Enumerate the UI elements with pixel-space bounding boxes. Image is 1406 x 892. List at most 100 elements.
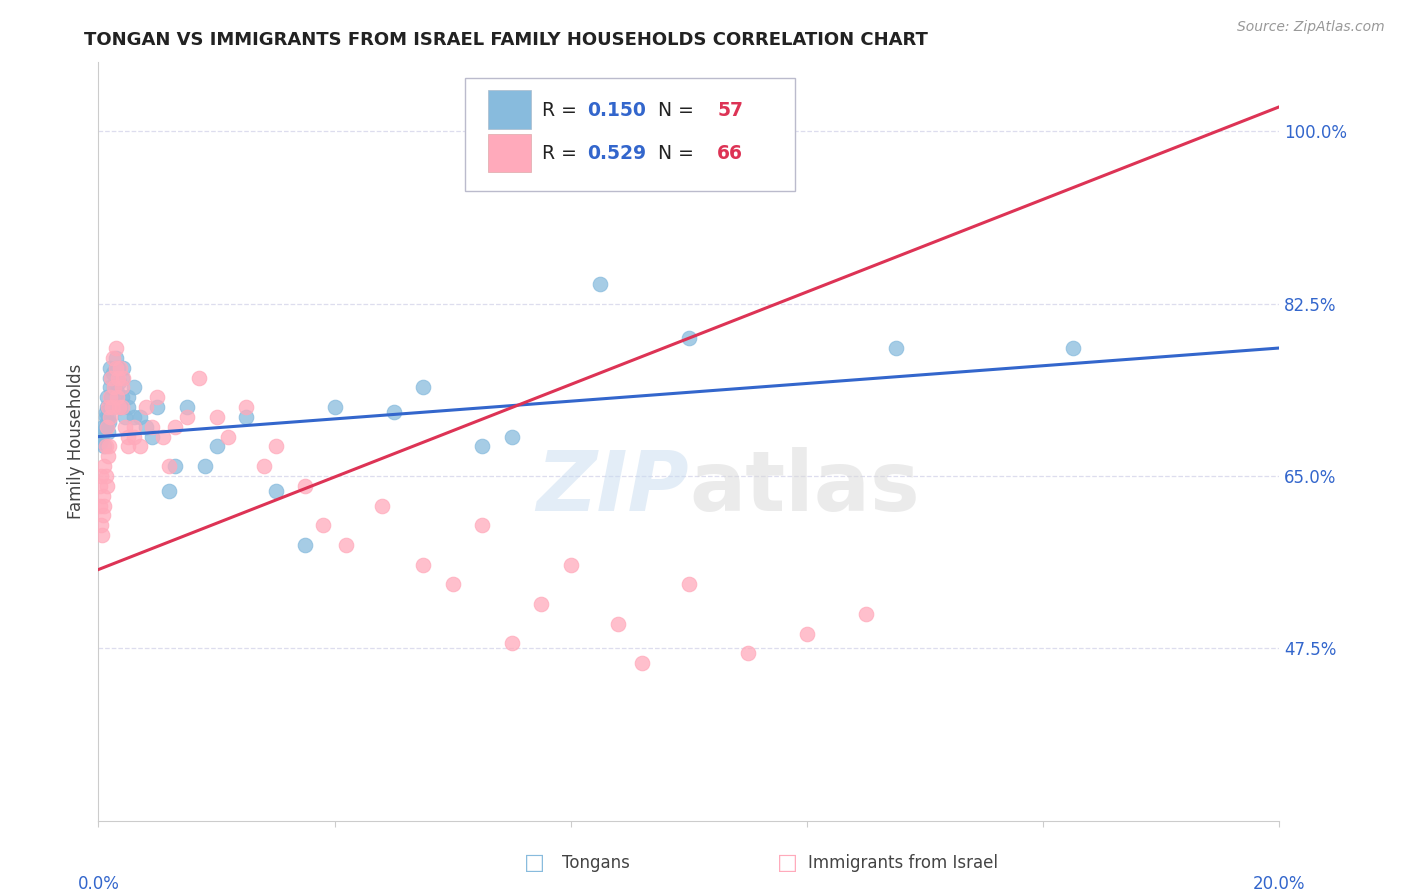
- Point: [135, 400, 157, 414]
- Point: [112, 370, 135, 384]
- Point: [235, 409, 257, 424]
- Point: [176, 409, 198, 424]
- Point: [117, 429, 139, 443]
- Text: 0.529: 0.529: [588, 144, 647, 163]
- FancyBboxPatch shape: [488, 134, 530, 172]
- Point: [117, 400, 139, 414]
- Point: [323, 400, 346, 414]
- Point: [152, 429, 174, 443]
- Point: [91, 419, 114, 434]
- Point: [103, 351, 125, 365]
- Point: [107, 370, 129, 384]
- Point: [382, 405, 405, 419]
- Text: 0.0%: 0.0%: [77, 875, 120, 892]
- Point: [471, 440, 494, 454]
- Point: [91, 528, 114, 542]
- Point: [97, 409, 120, 424]
- Point: [91, 425, 114, 439]
- Point: [264, 483, 287, 498]
- Point: [98, 440, 121, 454]
- Point: [89, 499, 111, 513]
- Point: [117, 390, 139, 404]
- Point: [264, 440, 287, 454]
- Point: [122, 409, 145, 424]
- Point: [117, 440, 139, 454]
- Point: [146, 390, 169, 404]
- Point: [105, 360, 128, 375]
- Point: [96, 390, 118, 404]
- Point: [589, 277, 612, 291]
- Point: [94, 419, 117, 434]
- Point: [112, 360, 135, 375]
- Point: [157, 483, 180, 498]
- Text: atlas: atlas: [689, 447, 920, 527]
- Text: 57: 57: [717, 101, 744, 120]
- Text: ZIP: ZIP: [536, 447, 689, 527]
- Point: [335, 538, 357, 552]
- Point: [96, 419, 118, 434]
- Point: [135, 419, 157, 434]
- Point: [105, 385, 128, 400]
- Point: [96, 400, 118, 414]
- Point: [530, 597, 553, 611]
- Point: [884, 341, 907, 355]
- Point: [103, 380, 125, 394]
- Point: [98, 390, 121, 404]
- Text: Tongans: Tongans: [562, 855, 630, 872]
- Point: [678, 331, 700, 345]
- Point: [90, 469, 112, 483]
- Point: [90, 429, 112, 443]
- Point: [294, 538, 316, 552]
- Point: [157, 459, 180, 474]
- Text: 0.150: 0.150: [588, 101, 647, 120]
- Point: [128, 409, 150, 424]
- Point: [141, 429, 163, 443]
- Point: [412, 558, 434, 572]
- Point: [96, 479, 118, 493]
- Point: [253, 459, 276, 474]
- Point: [122, 429, 145, 443]
- Point: [97, 425, 120, 439]
- Point: [91, 508, 114, 523]
- Text: N =: N =: [647, 144, 700, 163]
- Point: [501, 429, 523, 443]
- Point: [107, 360, 129, 375]
- Text: N =: N =: [647, 101, 700, 120]
- Point: [111, 370, 134, 384]
- Point: [94, 405, 117, 419]
- Text: 66: 66: [717, 144, 744, 163]
- Text: R =: R =: [543, 144, 583, 163]
- Point: [89, 479, 111, 493]
- Point: [560, 558, 582, 572]
- Text: □: □: [778, 854, 797, 873]
- Y-axis label: Family Households: Family Households: [66, 364, 84, 519]
- Point: [100, 390, 122, 404]
- Point: [93, 440, 115, 454]
- Text: Source: ZipAtlas.com: Source: ZipAtlas.com: [1237, 20, 1385, 34]
- Point: [441, 577, 464, 591]
- Point: [855, 607, 877, 621]
- Point: [122, 380, 145, 394]
- Point: [412, 380, 434, 394]
- Point: [93, 499, 115, 513]
- Point: [1062, 341, 1084, 355]
- Point: [98, 409, 121, 424]
- Point: [194, 459, 217, 474]
- Point: [737, 646, 759, 660]
- Point: [111, 400, 134, 414]
- Point: [98, 380, 121, 394]
- Point: [294, 479, 316, 493]
- Point: [98, 360, 121, 375]
- Point: [110, 360, 132, 375]
- Point: [217, 429, 239, 443]
- Point: [122, 419, 145, 434]
- Point: [93, 425, 115, 439]
- Point: [105, 341, 128, 355]
- Point: [501, 636, 523, 650]
- FancyBboxPatch shape: [488, 90, 530, 129]
- Point: [105, 351, 128, 365]
- Point: [165, 459, 187, 474]
- Point: [96, 415, 118, 429]
- Point: [371, 499, 394, 513]
- Point: [205, 440, 228, 454]
